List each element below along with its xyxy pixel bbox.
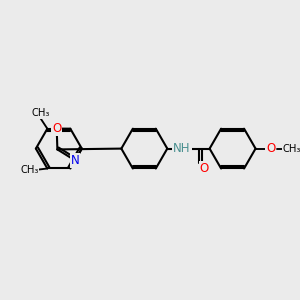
- Text: NH: NH: [173, 142, 190, 155]
- Text: CH₃: CH₃: [20, 165, 39, 175]
- Text: CH₃: CH₃: [31, 108, 50, 118]
- Text: N: N: [71, 154, 80, 167]
- Text: O: O: [266, 142, 275, 155]
- Text: O: O: [200, 162, 209, 175]
- Text: CH₃: CH₃: [283, 144, 300, 154]
- Text: O: O: [52, 122, 61, 135]
